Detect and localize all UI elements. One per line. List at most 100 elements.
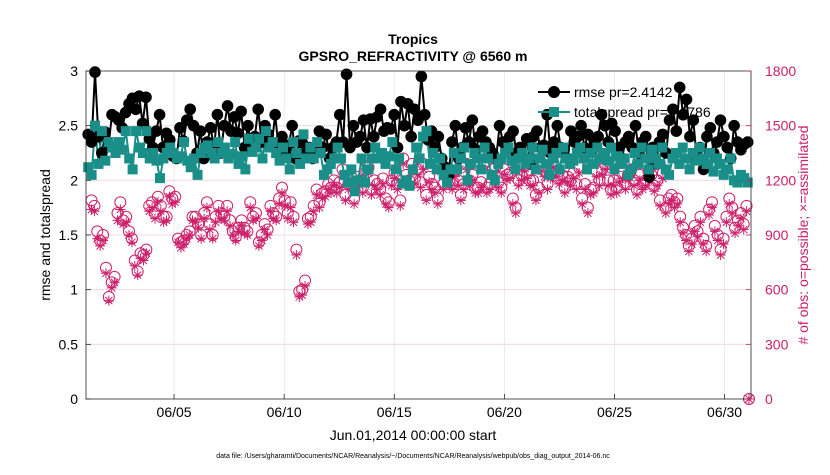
obs-assimilated-marker [250,213,261,224]
spread-point [151,155,162,166]
obs-assimilated-marker [271,215,282,226]
y-right-tick-label: 900 [765,227,789,243]
rmse-point [656,128,669,141]
obs-assimilated-marker [568,173,579,184]
y-right-tick-label: 600 [765,282,789,298]
obs-assimilated-marker [453,180,464,191]
rmse-point [398,119,411,132]
obs-assimilated-marker [528,180,539,191]
obs-assimilated-marker [432,199,443,210]
rmse-point [449,119,462,132]
y-axis-left-label: rmse and totalspread [37,169,53,301]
rmse-spread-series [82,66,754,197]
obs-assimilated-marker [331,188,342,199]
obs-assimilated-marker [242,230,253,240]
spread-point [254,133,265,144]
obs-assimilated-marker [620,184,631,195]
obs-assimilated-marker [323,184,334,195]
obs-assimilated-marker [721,217,732,228]
spread-point [517,148,528,158]
obs-assimilated-marker [328,180,339,191]
spread-point [520,158,531,169]
spread-point [322,164,333,175]
obs-assimilated-marker [689,226,700,237]
rmse-point [609,125,621,137]
spread-point [336,153,347,164]
rmse-point [184,103,196,116]
obs-assimilated-marker [216,213,227,224]
spread-point [462,175,473,186]
obs-assimilated-marker [302,219,313,230]
rmse-point [714,114,727,126]
rmse-point [476,125,489,137]
obs-assimilated-marker [259,224,270,235]
spread-point [380,158,391,169]
obs-assimilated-marker [732,220,743,231]
spread-point [93,158,104,169]
obs-assimilated-marker [98,235,109,246]
spread-point [407,164,418,175]
rmse-point [347,119,360,132]
spread-point [325,158,336,169]
spread-point [722,164,733,175]
spread-point [342,177,353,188]
spread-point [664,169,675,180]
obs-assimilated-marker [611,188,622,199]
obs-assimilated-marker [248,215,259,226]
spread-point [445,164,456,175]
rmse-point [333,108,346,121]
obs-assimilated-marker [574,168,585,179]
obs-assimilated-marker [193,222,204,233]
obs-assimilated-marker [663,199,674,210]
obs-assimilated-marker [476,182,487,193]
spread-point [308,153,319,164]
obs-assimilated-marker [392,184,403,195]
spread-point [428,148,439,158]
spread-point [161,148,172,158]
rmse-point [174,122,186,134]
obs-assimilated-marker [357,188,368,199]
obs-assimilated-marker [343,184,354,195]
obs-assimilated-marker [297,290,308,301]
spread-point [469,148,480,158]
spread-point [657,142,668,153]
spread-point [691,155,702,166]
spread-point [448,148,459,158]
obs-assimilated-marker [657,173,668,184]
obs-assimilated-marker [100,268,111,279]
obs-assimilated-marker [649,186,660,197]
obs-assimilated-marker [184,230,195,240]
obs-assimilated-marker [692,231,703,242]
spread-point [544,169,555,180]
obs-assimilated-marker [562,177,573,188]
obs-assimilated-marker [167,199,178,210]
obs-assimilated-marker [207,233,218,244]
spread-point [366,153,377,164]
obs-assimilated-marker [170,197,181,208]
rmse-point [367,130,380,143]
rmse-point [388,108,400,121]
obs-assimilated-marker [253,240,264,251]
obs-assimilated-marker [629,180,640,191]
rmse-point [221,100,234,112]
obs-assimilated-marker [450,171,461,182]
obs-assimilated-marker [588,188,599,199]
spread-point [332,142,343,153]
spread-point [633,158,644,169]
rmse-point [432,130,445,143]
spread-point [260,126,271,137]
obs-assimilated-marker [631,189,642,200]
obs-assimilated-marker [196,233,207,244]
spread-point [585,148,596,158]
obs-assimilated-marker [533,188,544,199]
spread-point [90,120,101,131]
spread-point [530,164,541,175]
y-right-tick-label: 1500 [765,118,796,134]
rmse-point [119,106,132,119]
obs-assimilated-marker [149,213,160,224]
obs-assimilated-marker [349,199,360,210]
spread-point [202,140,213,151]
spread-point [684,164,695,175]
obs-assimilated-marker [314,202,325,213]
